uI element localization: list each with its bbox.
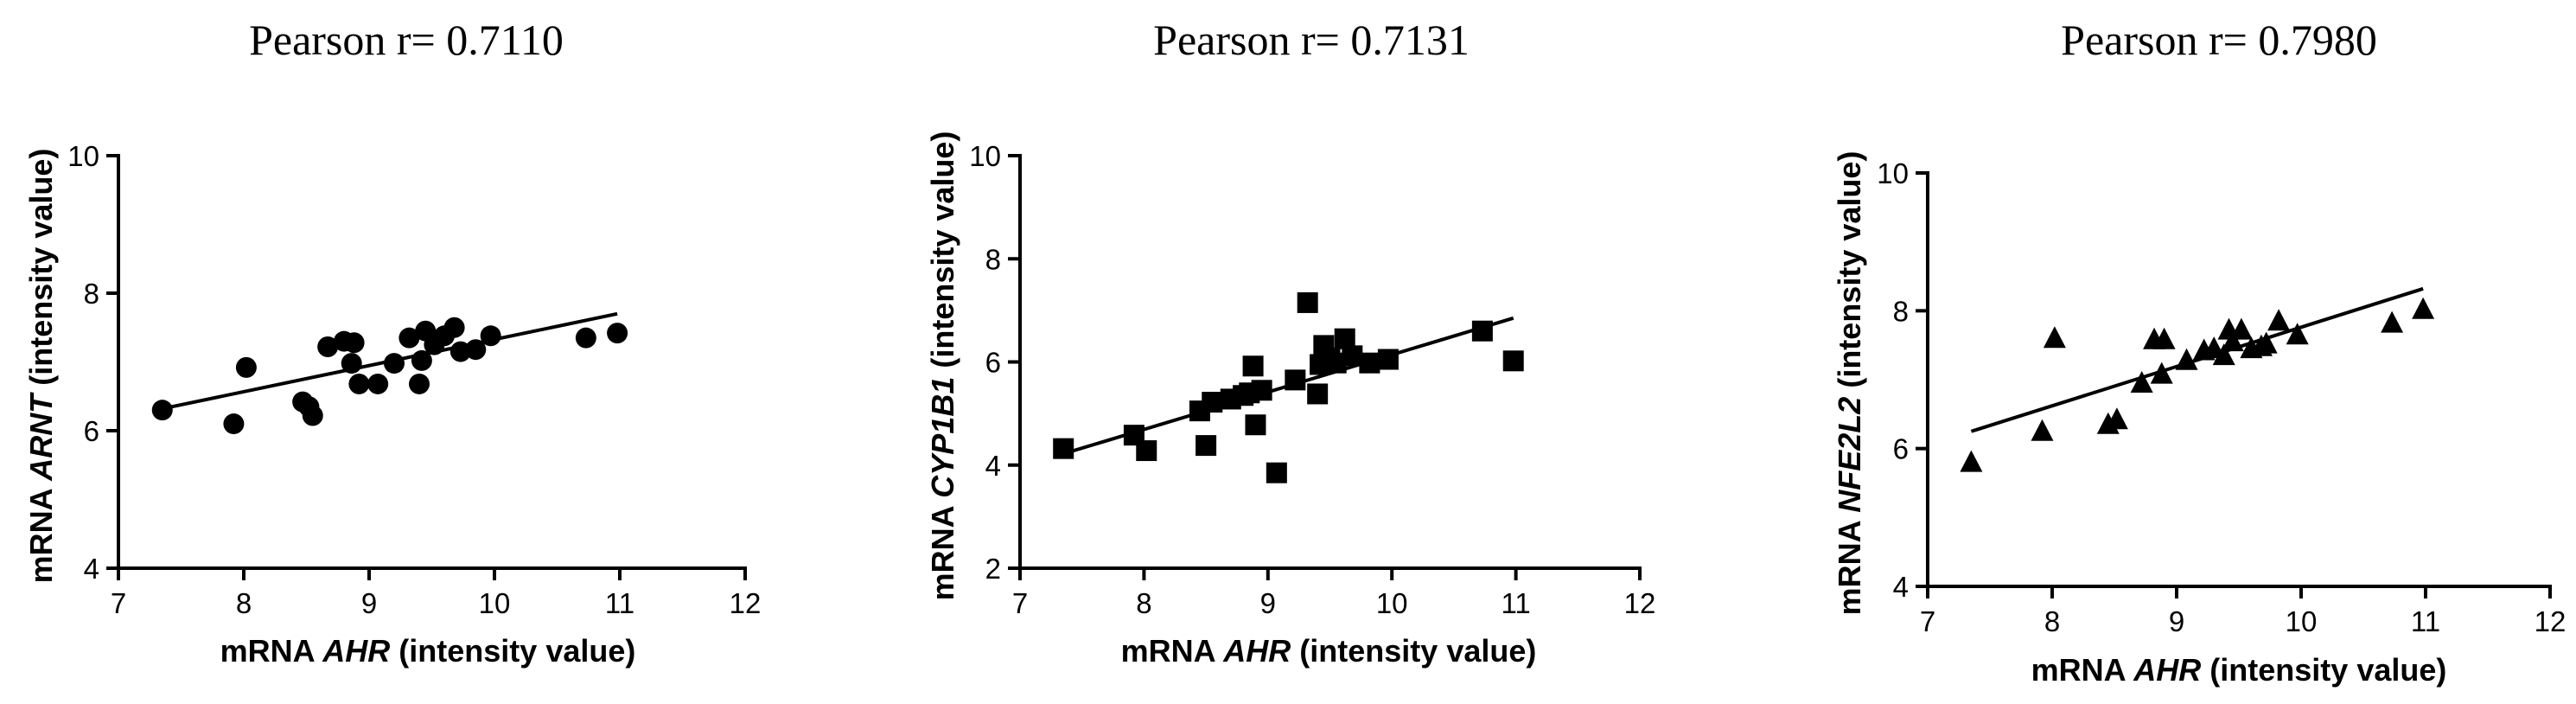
panel-1-plot: 7 8 9 10 11 12 4 6 8 10	[67, 140, 761, 619]
panel-2-x-axis-label: mRNA AHR (intensity value)	[1121, 633, 1537, 669]
data-point	[2175, 348, 2198, 370]
x-tick-label: 9	[361, 587, 377, 619]
x-tick-label: 8	[2044, 605, 2060, 637]
data-point	[465, 339, 487, 361]
panel-3-title: Pearson r= 0.7980	[2061, 16, 2377, 64]
data-point	[575, 327, 596, 349]
data-point	[1359, 352, 1380, 374]
data-point	[1471, 320, 1493, 342]
x-tick-label: 11	[2411, 605, 2440, 637]
x-tick-label: 10	[1376, 587, 1408, 619]
data-point	[1377, 349, 1399, 370]
data-point	[367, 373, 389, 394]
data-point	[348, 373, 370, 394]
panel-nfe2l2: Pearson r= 0.7980 7 8 9 10 11 12 4 6 8 10 mRNA AH…	[1832, 16, 2566, 688]
panel-3-plot: 7 8 9 10 11 12 4 6 8 10	[1877, 157, 2566, 637]
data-point	[235, 356, 257, 378]
x-tick-label: 11	[1501, 587, 1530, 619]
data-point	[2212, 343, 2235, 366]
data-point	[2254, 331, 2278, 354]
y-tick-label: 6	[1893, 433, 1909, 465]
x-tick-label: 12	[2535, 605, 2566, 637]
y-tick-label: 4	[985, 450, 1001, 482]
y-tick-label: 10	[969, 140, 1001, 172]
data-point	[1297, 291, 1318, 313]
panel-2-plot: 7 8 9 10 11 12 2 4 6 8 10	[969, 140, 1655, 619]
data-point	[607, 323, 628, 344]
data-point	[1960, 450, 1983, 472]
panel-1-y-axis-label: mRNA ARNT (intensity value)	[23, 149, 59, 584]
x-tick-label: 7	[111, 587, 126, 619]
x-tick-label: 7	[1012, 587, 1028, 619]
x-tick-label: 12	[1624, 587, 1656, 619]
y-tick-label: 4	[84, 553, 99, 585]
panel-1-x-axis-label: mRNA AHR (intensity value)	[220, 633, 636, 669]
data-point	[223, 413, 245, 435]
data-point	[409, 373, 430, 394]
panel-arnt: Pearson r= 0.7110 7 8 9 10 11 12 4 6 8 10 mRNA AH…	[23, 16, 761, 669]
data-point	[341, 353, 362, 374]
x-tick-label: 7	[1920, 605, 1935, 637]
panel-3-x-axis-label: mRNA AHR (intensity value)	[2031, 652, 2447, 688]
y-tick-label: 10	[1877, 157, 1909, 189]
data-point	[2043, 326, 2066, 349]
data-point	[411, 349, 432, 371]
y-tick-label: 8	[1893, 295, 1909, 327]
data-point	[343, 332, 365, 354]
data-point	[2105, 407, 2128, 430]
data-point	[302, 405, 323, 426]
panel-2-y-axis-label: mRNA CYP1B1 (intensity value)	[925, 131, 960, 601]
data-point	[1285, 369, 1306, 391]
y-tick-label: 6	[985, 347, 1001, 379]
data-point	[1342, 345, 1363, 367]
x-tick-label: 11	[605, 587, 634, 619]
data-point	[443, 317, 465, 338]
y-tick-label: 2	[985, 553, 1001, 585]
y-tick-label: 4	[1893, 571, 1909, 603]
data-point	[2152, 327, 2176, 349]
x-tick-label: 10	[479, 587, 511, 619]
x-tick-label: 12	[730, 587, 762, 619]
x-tick-label: 9	[2169, 605, 2184, 637]
data-point	[2412, 297, 2435, 319]
data-point	[317, 336, 339, 358]
data-point	[1242, 355, 1264, 377]
data-point	[2031, 419, 2054, 441]
data-point	[151, 400, 173, 421]
data-point	[2267, 309, 2291, 331]
data-point	[2221, 330, 2244, 352]
y-tick-label: 8	[84, 278, 99, 310]
y-tick-label: 6	[84, 415, 99, 447]
data-point	[1196, 435, 1217, 457]
data-point	[384, 353, 405, 374]
data-point	[480, 325, 501, 347]
data-point	[2286, 323, 2309, 345]
x-tick-label: 10	[2286, 605, 2318, 637]
panel-1-title: Pearson r= 0.7110	[249, 16, 564, 64]
panel-2-title: Pearson r= 0.7131	[1153, 16, 1470, 64]
x-tick-label: 8	[236, 587, 252, 619]
data-point	[1136, 440, 1157, 462]
data-point	[2229, 317, 2253, 340]
data-point	[2150, 362, 2173, 384]
y-tick-label: 8	[985, 243, 1001, 275]
data-point	[399, 327, 420, 349]
data-point	[1502, 350, 1524, 372]
data-point	[1251, 380, 1272, 401]
x-tick-label: 9	[1260, 587, 1276, 619]
panel-3-y-axis-label: mRNA NFE2L2 (intensity value)	[1832, 151, 1867, 616]
data-point	[1053, 438, 1074, 459]
data-point	[1266, 462, 1287, 483]
x-tick-label: 8	[1136, 587, 1151, 619]
data-point	[1202, 392, 1223, 413]
data-point	[2130, 370, 2153, 393]
data-point	[1245, 414, 1266, 436]
data-point	[2381, 310, 2404, 333]
panel-cyp1b1: Pearson r= 0.7131 7 8 9 10 11 12 2 4 6 8 10 mRNA A…	[925, 16, 1655, 669]
data-point	[1307, 383, 1329, 405]
y-tick-label: 10	[67, 140, 99, 172]
